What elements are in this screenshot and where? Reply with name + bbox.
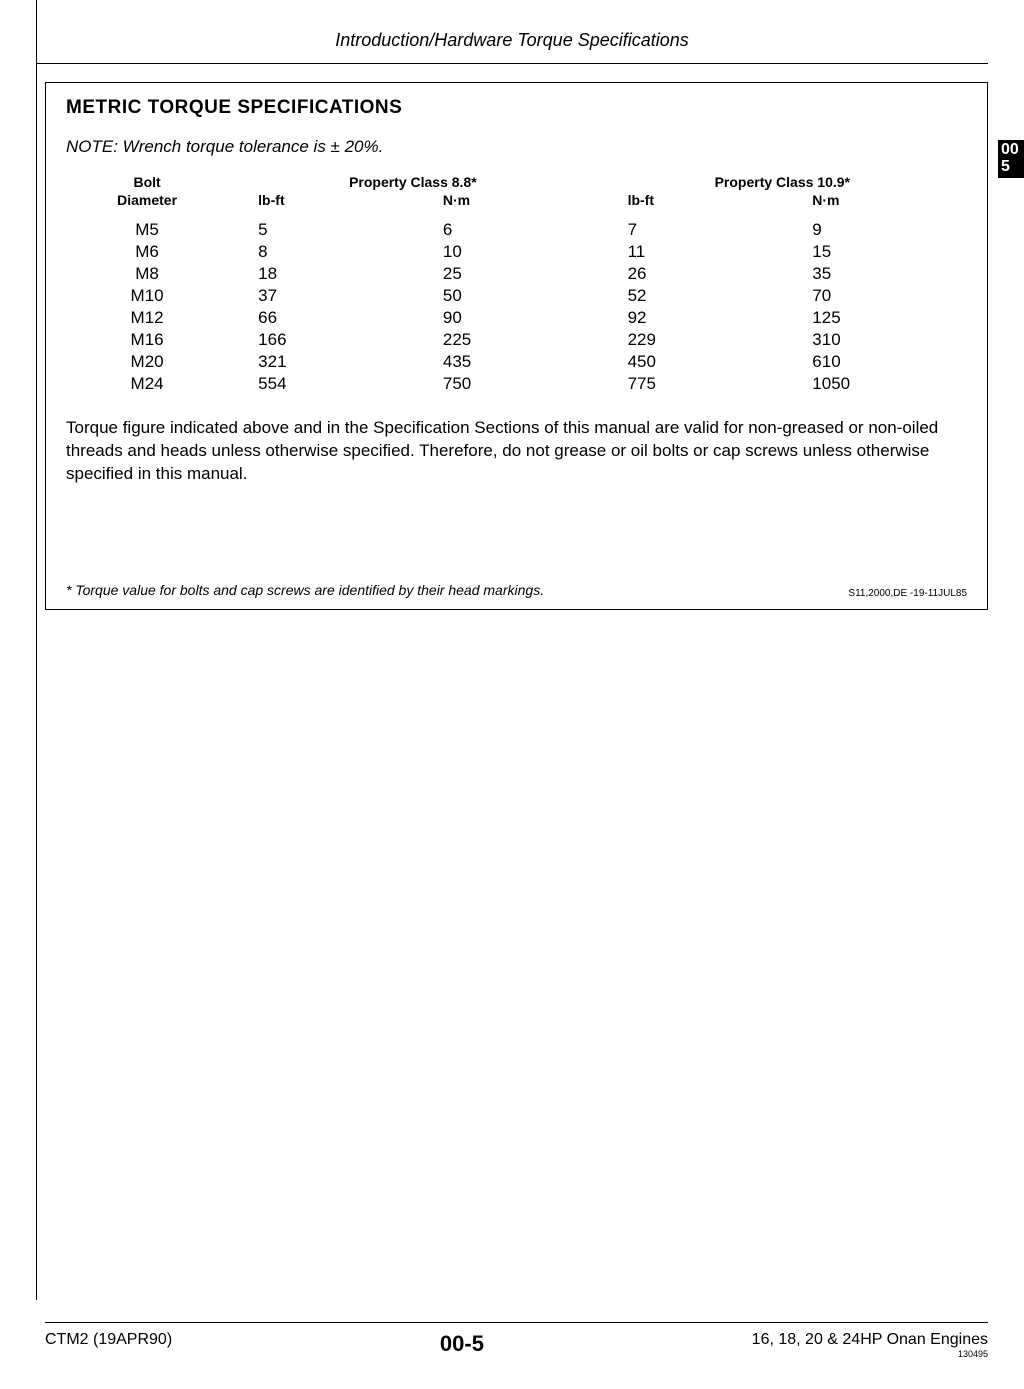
cell-nm-1: 435 <box>413 351 598 373</box>
footer-micro: 130495 <box>752 1349 988 1359</box>
cell-nm-1: 10 <box>413 241 598 263</box>
table-row: M245547507751050 <box>66 373 967 395</box>
footer-left: CTM2 (19APR90) <box>45 1331 172 1349</box>
note-line: NOTE: Wrench torque tolerance is ± 20%. <box>66 137 967 157</box>
cell-diameter: M8 <box>66 263 228 285</box>
cell-diameter: M16 <box>66 329 228 351</box>
cell-nm-2: 310 <box>782 329 967 351</box>
torque-table-body: M55679M68101115M818252635M1037505270M126… <box>66 219 967 395</box>
col-header-diameter: Diameter <box>66 191 228 209</box>
cell-lbft-2: 26 <box>598 263 783 285</box>
footer-rule <box>45 1322 988 1323</box>
col-header-nm-2: N·m <box>782 191 967 209</box>
cell-lbft-1: 166 <box>228 329 413 351</box>
cell-nm-1: 50 <box>413 285 598 307</box>
col-header-lbft-1: lb-ft <box>228 191 413 209</box>
table-header-row-1: Bolt Property Class 8.8* Property Class … <box>66 173 967 191</box>
cell-lbft-2: 92 <box>598 307 783 329</box>
cell-lbft-1: 321 <box>228 351 413 373</box>
content-box: METRIC TORQUE SPECIFICATIONS NOTE: Wrenc… <box>45 82 988 610</box>
cell-nm-1: 750 <box>413 373 598 395</box>
cell-lbft-2: 775 <box>598 373 783 395</box>
col-group-class-8-8: Property Class 8.8* <box>228 173 597 191</box>
cell-nm-1: 225 <box>413 329 598 351</box>
cell-lbft-2: 52 <box>598 285 783 307</box>
cell-nm-2: 610 <box>782 351 967 373</box>
cell-nm-1: 6 <box>413 219 598 241</box>
col-group-class-10-9: Property Class 10.9* <box>598 173 967 191</box>
col-header-lbft-2: lb-ft <box>598 191 783 209</box>
cell-diameter: M20 <box>66 351 228 373</box>
table-row: M68101115 <box>66 241 967 263</box>
cell-nm-2: 1050 <box>782 373 967 395</box>
cell-lbft-2: 7 <box>598 219 783 241</box>
cell-diameter: M24 <box>66 373 228 395</box>
cell-diameter: M10 <box>66 285 228 307</box>
cell-lbft-2: 229 <box>598 329 783 351</box>
table-row: M12669092125 <box>66 307 967 329</box>
page-footer: CTM2 (19APR90) 00-5 16, 18, 20 & 24HP On… <box>45 1322 988 1359</box>
col-header-bolt: Bolt <box>66 173 228 191</box>
side-tab: 00 5 <box>998 140 1024 178</box>
side-tab-line1: 00 <box>1001 142 1021 159</box>
cell-nm-2: 35 <box>782 263 967 285</box>
cell-nm-2: 9 <box>782 219 967 241</box>
cell-lbft-2: 11 <box>598 241 783 263</box>
table-row: M1037505270 <box>66 285 967 307</box>
table-row: M20321435450610 <box>66 351 967 373</box>
section-heading: METRIC TORQUE SPECIFICATIONS <box>66 97 967 119</box>
header-rule <box>36 63 988 64</box>
cell-nm-1: 90 <box>413 307 598 329</box>
cell-lbft-1: 66 <box>228 307 413 329</box>
footer-right-text: 16, 18, 20 & 24HP Onan Engines <box>752 1331 988 1348</box>
page-header: Introduction/Hardware Torque Specificati… <box>36 30 988 64</box>
cell-diameter: M5 <box>66 219 228 241</box>
header-title: Introduction/Hardware Torque Specificati… <box>36 30 988 63</box>
table-row: M55679 <box>66 219 967 241</box>
page-left-rule <box>36 0 37 1300</box>
cell-lbft-1: 554 <box>228 373 413 395</box>
cell-diameter: M6 <box>66 241 228 263</box>
cell-lbft-1: 5 <box>228 219 413 241</box>
cell-nm-1: 25 <box>413 263 598 285</box>
doc-code: S11,2000,DE -19-11JUL85 <box>848 588 967 599</box>
cell-lbft-1: 18 <box>228 263 413 285</box>
table-row: M818252635 <box>66 263 967 285</box>
cell-lbft-2: 450 <box>598 351 783 373</box>
footnote-block: * Torque value for bolts and cap screws … <box>66 581 967 599</box>
footnote-text: * Torque value for bolts and cap screws … <box>66 581 666 599</box>
col-header-nm-1: N·m <box>413 191 598 209</box>
footer-page-number: 00-5 <box>440 1331 484 1357</box>
cell-lbft-1: 37 <box>228 285 413 307</box>
cell-nm-2: 70 <box>782 285 967 307</box>
cell-nm-2: 125 <box>782 307 967 329</box>
torque-table: Bolt Property Class 8.8* Property Class … <box>66 173 967 395</box>
cell-nm-2: 15 <box>782 241 967 263</box>
table-header-row-2: Diameter lb-ft N·m lb-ft N·m <box>66 191 967 209</box>
cell-lbft-1: 8 <box>228 241 413 263</box>
footer-right: 16, 18, 20 & 24HP Onan Engines 130495 <box>752 1331 988 1359</box>
cell-diameter: M12 <box>66 307 228 329</box>
body-paragraph: Torque figure indicated above and in the… <box>66 417 967 486</box>
table-row: M16166225229310 <box>66 329 967 351</box>
side-tab-line2: 5 <box>1001 159 1021 176</box>
